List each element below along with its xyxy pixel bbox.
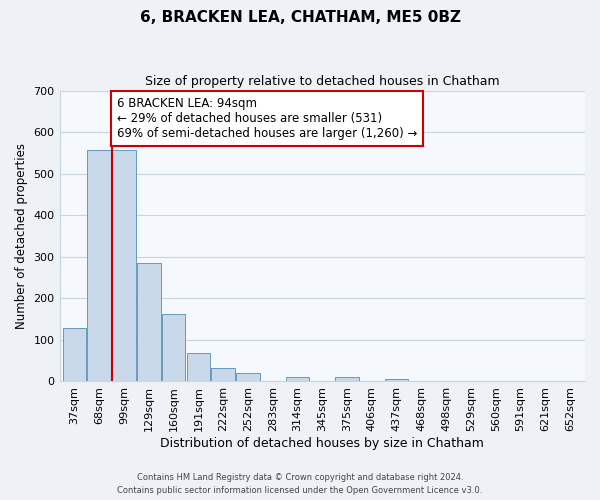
Bar [335, 378, 359, 382]
Bar [236, 373, 260, 382]
Bar [187, 353, 210, 382]
Bar [137, 263, 161, 382]
Text: 6 BRACKEN LEA: 94sqm
← 29% of detached houses are smaller (531)
69% of semi-deta: 6 BRACKEN LEA: 94sqm ← 29% of detached h… [116, 97, 417, 140]
Bar [385, 380, 409, 382]
Title: Size of property relative to detached houses in Chatham: Size of property relative to detached ho… [145, 75, 500, 88]
X-axis label: Distribution of detached houses by size in Chatham: Distribution of detached houses by size … [160, 437, 484, 450]
Bar [286, 378, 309, 382]
Bar [112, 150, 136, 382]
Bar [88, 150, 111, 382]
Bar [162, 314, 185, 382]
Y-axis label: Number of detached properties: Number of detached properties [15, 143, 28, 329]
Bar [62, 328, 86, 382]
Bar [211, 368, 235, 382]
Text: Contains HM Land Registry data © Crown copyright and database right 2024.
Contai: Contains HM Land Registry data © Crown c… [118, 474, 482, 495]
Text: 6, BRACKEN LEA, CHATHAM, ME5 0BZ: 6, BRACKEN LEA, CHATHAM, ME5 0BZ [139, 10, 461, 25]
